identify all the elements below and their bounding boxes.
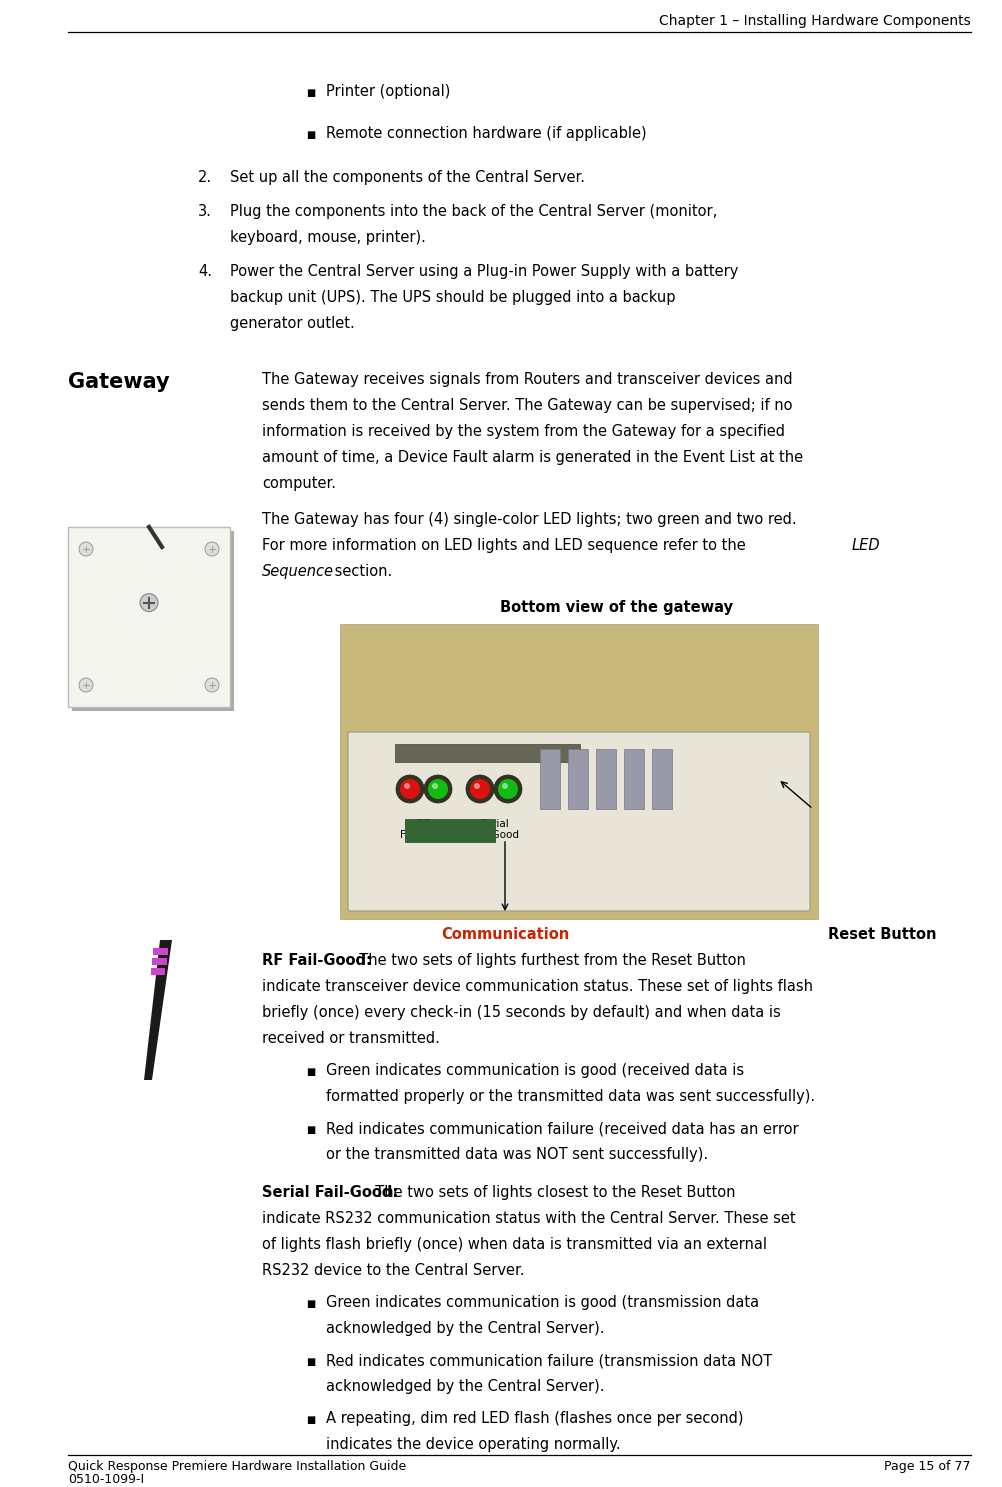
Bar: [623, 749, 643, 809]
Text: Serial Fail-Good:: Serial Fail-Good:: [262, 1185, 398, 1200]
Text: The two sets of lights closest to the Reset Button: The two sets of lights closest to the Re…: [366, 1185, 734, 1200]
Text: ■: ■: [306, 88, 315, 98]
Text: ■: ■: [306, 1126, 315, 1135]
Text: Chapter 1 – Installing Hardware Components: Chapter 1 – Installing Hardware Componen…: [658, 13, 970, 28]
Bar: [340, 625, 818, 919]
Text: of lights flash briefly (once) when data is transmitted via an external: of lights flash briefly (once) when data…: [262, 1237, 767, 1252]
Text: section.: section.: [330, 564, 392, 578]
Text: A repeating, dim red LED flash (flashes once per second): A repeating, dim red LED flash (flashes …: [326, 1411, 742, 1426]
FancyBboxPatch shape: [348, 732, 810, 912]
Text: Bottom view of the gateway: Bottom view of the gateway: [499, 599, 732, 616]
Text: Green indicates communication is good (transmission data: Green indicates communication is good (t…: [326, 1295, 759, 1310]
Text: Remote connection hardware (if applicable): Remote connection hardware (if applicabl…: [326, 126, 646, 141]
Text: RF: RF: [417, 819, 430, 828]
Text: Communication: Communication: [441, 926, 568, 941]
Circle shape: [404, 784, 410, 790]
Text: computer.: computer.: [262, 476, 336, 491]
Text: Quick Response Premiere Hardware Installation Guide: Quick Response Premiere Hardware Install…: [68, 1460, 406, 1474]
Bar: [539, 749, 559, 809]
Circle shape: [501, 784, 507, 790]
Text: Green indicates communication is good (received data is: Green indicates communication is good (r…: [326, 1063, 743, 1078]
Text: Gateway: Gateway: [68, 372, 169, 393]
Text: Sequence: Sequence: [262, 564, 334, 578]
Circle shape: [428, 779, 448, 799]
Text: formatted properly or the transmitted data was sent successfully).: formatted properly or the transmitted da…: [326, 1088, 815, 1103]
Text: ■: ■: [306, 1416, 315, 1425]
Text: received or transmitted.: received or transmitted.: [262, 1030, 440, 1045]
Circle shape: [396, 775, 424, 803]
Text: Set up all the components of the Central Server.: Set up all the components of the Central…: [229, 170, 584, 184]
Circle shape: [204, 678, 218, 691]
Bar: [151, 968, 165, 975]
Text: 3.: 3.: [197, 204, 211, 219]
Bar: [651, 749, 671, 809]
Text: The Gateway has four (4) single-color LED lights; two green and two red.: The Gateway has four (4) single-color LE…: [262, 512, 796, 526]
Text: indicates the device operating normally.: indicates the device operating normally.: [326, 1436, 620, 1451]
Circle shape: [424, 775, 452, 803]
Text: The Gateway receives signals from Routers and transceiver devices and: The Gateway receives signals from Router…: [262, 372, 792, 387]
Text: acknowledged by the Central Server).: acknowledged by the Central Server).: [326, 1378, 604, 1393]
Text: 4.: 4.: [197, 265, 211, 280]
Circle shape: [474, 784, 480, 790]
Bar: [72, 531, 233, 711]
Circle shape: [498, 779, 517, 799]
Text: ■: ■: [306, 1358, 315, 1367]
Text: ■: ■: [306, 1068, 315, 1077]
Circle shape: [470, 779, 490, 799]
Text: amount of time, a Device Fault alarm is generated in the Event List at the: amount of time, a Device Fault alarm is …: [262, 451, 803, 465]
Text: For more information on LED lights and LED sequence refer to the: For more information on LED lights and L…: [262, 538, 749, 553]
Bar: [152, 949, 168, 955]
Circle shape: [79, 541, 93, 556]
Text: RS232 device to the Central Server.: RS232 device to the Central Server.: [262, 1262, 524, 1277]
Circle shape: [432, 784, 438, 790]
Text: 2.: 2.: [197, 170, 211, 184]
Bar: [405, 819, 495, 842]
Circle shape: [466, 775, 494, 803]
Text: or the transmitted data was NOT sent successfully).: or the transmitted data was NOT sent suc…: [326, 1146, 707, 1161]
Bar: [567, 749, 587, 809]
Text: Red indicates communication failure (transmission data NOT: Red indicates communication failure (tra…: [326, 1353, 772, 1368]
Text: keyboard, mouse, printer).: keyboard, mouse, printer).: [229, 230, 426, 245]
Circle shape: [79, 678, 93, 691]
Text: ■: ■: [306, 129, 315, 140]
Text: indicate RS232 communication status with the Central Server. These set: indicate RS232 communication status with…: [262, 1210, 795, 1225]
Circle shape: [400, 779, 420, 799]
Text: Red indicates communication failure (received data has an error: Red indicates communication failure (rec…: [326, 1121, 798, 1136]
Text: information is received by the system from the Gateway for a specified: information is received by the system fr…: [262, 424, 785, 439]
Text: 0510-1099-I: 0510-1099-I: [68, 1474, 144, 1486]
Circle shape: [204, 541, 218, 556]
Text: briefly (once) every check-in (15 seconds by default) and when data is: briefly (once) every check-in (15 second…: [262, 1005, 780, 1020]
Polygon shape: [144, 940, 171, 1080]
Text: The two sets of lights furthest from the Reset Button: The two sets of lights furthest from the…: [350, 953, 745, 968]
Text: indicate transceiver device communication status. These set of lights flash: indicate transceiver device communicatio…: [262, 978, 813, 993]
Text: ■: ■: [306, 1300, 315, 1309]
Text: sends them to the Central Server. The Gateway can be supervised; if no: sends them to the Central Server. The Ga…: [262, 399, 792, 413]
Circle shape: [494, 775, 521, 803]
Bar: [68, 526, 229, 706]
Text: Plug the components into the back of the Central Server (monitor,: Plug the components into the back of the…: [229, 204, 716, 219]
Bar: [595, 749, 615, 809]
Text: backup unit (UPS). The UPS should be plugged into a backup: backup unit (UPS). The UPS should be plu…: [229, 290, 674, 305]
Text: Printer (optional): Printer (optional): [326, 83, 450, 100]
Text: Power the Central Server using a Plug-in Power Supply with a battery: Power the Central Server using a Plug-in…: [229, 265, 737, 280]
Text: Reset Button: Reset Button: [828, 926, 936, 941]
Circle shape: [140, 593, 158, 611]
Text: Page 15 of 77: Page 15 of 77: [884, 1460, 970, 1474]
Text: Fail-Good: Fail-Good: [399, 830, 448, 840]
Text: LED: LED: [851, 538, 880, 553]
Text: generator outlet.: generator outlet.: [229, 317, 355, 332]
Text: RF Fail-Good:: RF Fail-Good:: [262, 953, 372, 968]
Text: acknowledged by the Central Server).: acknowledged by the Central Server).: [326, 1320, 604, 1335]
Text: www.rft.com: www.rft.com: [125, 688, 172, 697]
Bar: [152, 958, 166, 965]
Bar: [395, 744, 579, 761]
Text: Fail–Good: Fail–Good: [469, 830, 518, 840]
Text: Serial: Serial: [479, 819, 508, 828]
